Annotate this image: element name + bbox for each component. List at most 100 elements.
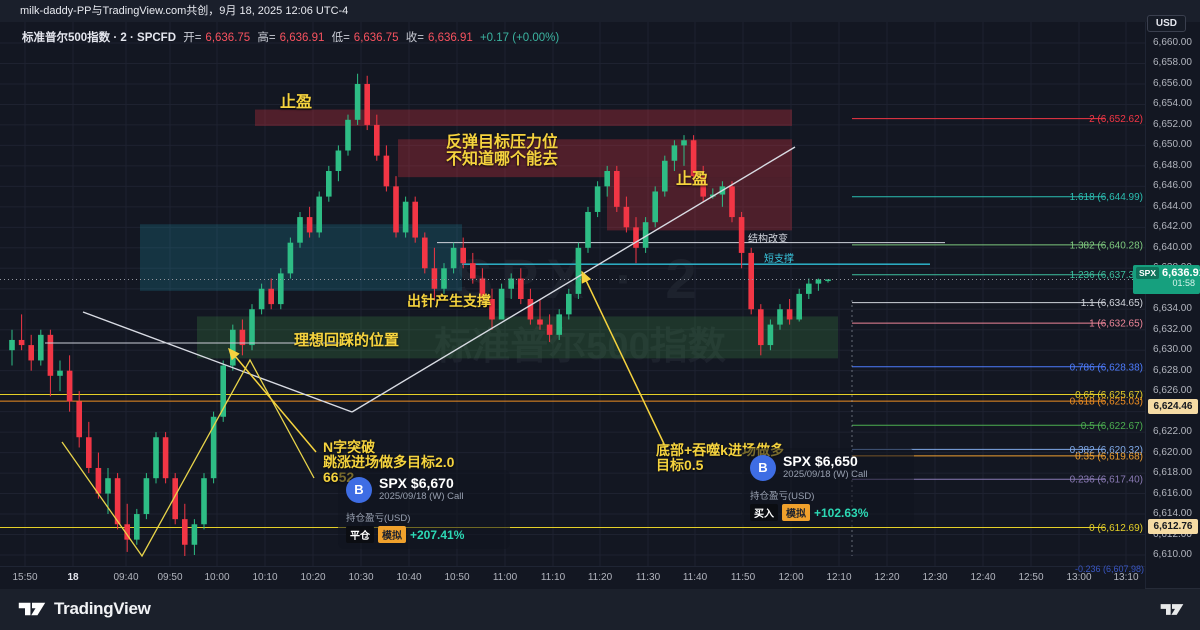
pnl-label: 持仓盈亏(USD) (346, 513, 411, 524)
currency-toggle-button[interactable]: USD (1146, 15, 1186, 32)
tradingview-logo[interactable]: TradingView (18, 598, 151, 620)
candle-body (278, 273, 284, 305)
candle-body (431, 268, 438, 289)
candle-body (470, 263, 476, 279)
price-tick-label: 6,640.00 (1153, 241, 1192, 253)
annotation-ideal-pullback: 理想回踩的位置 (294, 332, 400, 349)
candle-body (86, 437, 92, 468)
time-tick-label: 12:40 (970, 572, 996, 583)
candle-body (220, 365, 226, 417)
candle-body (662, 160, 668, 192)
fib-label-0.618: 0.618 (6,625.03) (1070, 397, 1143, 408)
price-axis[interactable]: 6,660.00 6,658.00 6,656.00 6,654.00 6,652.00… (1145, 22, 1200, 588)
candle-body (268, 288, 274, 305)
candle-body (777, 309, 783, 325)
candle-body (508, 278, 514, 289)
candle-body (479, 278, 486, 299)
candle-body (690, 140, 697, 177)
line-price-badge: 6,624.46 (1148, 399, 1198, 415)
ohlc-legend[interactable]: 标准普尔500指数 · 2 · SPCFD 开= 6,636.75 高= 6,636… (22, 29, 563, 45)
time-tick-label: 12:00 (778, 572, 804, 583)
price-tick-label: 6,610.00 (1153, 549, 1192, 560)
pointer-arrow (228, 347, 317, 453)
candle-body (374, 124, 380, 156)
high-label: 高= (257, 32, 276, 44)
fib-label-0.382: 0.382 (6,620.32) (1070, 445, 1143, 456)
candle-body (758, 309, 764, 346)
time-tick-label: 18 (67, 572, 79, 583)
price-tick-label: 6,620.00 (1153, 446, 1192, 458)
candle-body (527, 299, 534, 320)
candle-body (498, 288, 505, 320)
candle-body (489, 299, 495, 320)
price-tick-label: 6,612.00 (1153, 528, 1192, 540)
candle-body (594, 186, 601, 212)
option-title: SPX $6,650 (783, 453, 858, 469)
time-tick-label: 10:00 (204, 572, 230, 583)
fib-label-0.5: 0.5 (6,622.67) (1081, 421, 1143, 432)
fib-label-1: 1 (6,632.65) (1089, 319, 1143, 330)
candle-body (767, 324, 774, 346)
candle-body (316, 196, 322, 233)
status-badge: 平仓 (346, 526, 374, 543)
candle-body (354, 83, 361, 120)
fib-label-0.236: 0.236 (6,617.40) (1070, 475, 1143, 486)
time-axis[interactable]: 15:50 18 09:40 09:50 10:00 10:10 10:20 10:30 10:… (0, 566, 1145, 589)
candle-body (642, 222, 649, 248)
badge-price: 6,636.91 (1162, 267, 1200, 279)
price-tick-label: 6,618.00 (1153, 467, 1192, 479)
candle-body (239, 329, 246, 346)
last-price-badge: SPX 6,636.91 01:58 (1133, 265, 1200, 294)
candle-body (335, 150, 342, 171)
price-tick-label: 6,634.00 (1153, 303, 1192, 315)
price-tick-label: 6,630.00 (1153, 344, 1192, 356)
fib-label-1.1: 1.1 (6,634.65) (1081, 298, 1143, 309)
attribution-text: milk-daddy-PP与TradingView.com共创，9月 18, 2… (20, 5, 349, 17)
pnl-value: +102.63% (814, 505, 869, 520)
time-tick-label: 11:30 (635, 572, 661, 583)
candle-body (28, 345, 34, 361)
option-title: SPX $6,670 (379, 475, 454, 491)
n-pattern-zigzag (61, 358, 315, 558)
candle-body (796, 293, 802, 320)
time-tick-label: 12:10 (826, 572, 852, 583)
time-tick-label: 11:10 (540, 572, 566, 583)
candle-body (57, 370, 63, 376)
annotation-take-profit-top: 止盈 (280, 94, 313, 111)
broker-logo-icon: B (750, 454, 776, 481)
candle-body (700, 176, 706, 197)
chart-pane[interactable]: SPX · 2 标准普尔500指数 2 (6,652.62) 1.618 (6,6… (0, 22, 1145, 566)
candle-body (671, 145, 678, 161)
pnl-label: 持仓盈亏(USD) (750, 491, 815, 502)
time-tick-label: 10:10 (252, 572, 278, 583)
time-tick-label: 11:50 (730, 572, 756, 583)
candle-body (614, 171, 620, 207)
time-tick-label: 10:50 (444, 572, 470, 583)
zone-resistance-band-2 (398, 139, 792, 178)
fib-label-0.786: 0.786 (6,628.38) (1070, 362, 1143, 373)
annotation-take-profit-2: 止盈 (676, 171, 709, 188)
candle-body (114, 478, 121, 525)
candlestick-chart-canvas[interactable]: 2 (6,652.62) 1.618 (6,644.99) 1.382 (6,640… (0, 22, 1145, 566)
price-tick-label: 6,628.00 (1153, 364, 1192, 376)
symbol-title: 标准普尔500指数 · 2 · SPCFD (22, 32, 176, 44)
price-tick-label: 6,658.00 (1153, 57, 1192, 69)
candle-body (815, 279, 822, 284)
candle-body (748, 252, 754, 310)
tradingview-wordmark: TradingView (54, 599, 151, 618)
candle-body (537, 319, 543, 325)
price-tick-label: 6,656.00 (1153, 77, 1192, 89)
time-tick-label: 11:20 (587, 572, 613, 583)
footer-bar: TradingView (0, 588, 1200, 630)
candle-body (143, 478, 150, 515)
status-badge: 买入 (750, 504, 778, 521)
fib-overflow-label: -0.236 (6,607.98) (1074, 564, 1144, 574)
candle-body (345, 119, 351, 151)
candle-body (604, 171, 610, 187)
candle-body (172, 478, 178, 520)
candle-body (652, 191, 658, 223)
time-tick-label: 12:50 (1018, 572, 1044, 583)
annotation-rebound-target: 反弹目标压力位 不知道哪个能去 (445, 134, 558, 168)
option-position-card-6670: B SPX $6,670 2025/09/18 (W) Call 持仓盈亏(US… (338, 470, 510, 549)
candle-body (633, 227, 639, 248)
